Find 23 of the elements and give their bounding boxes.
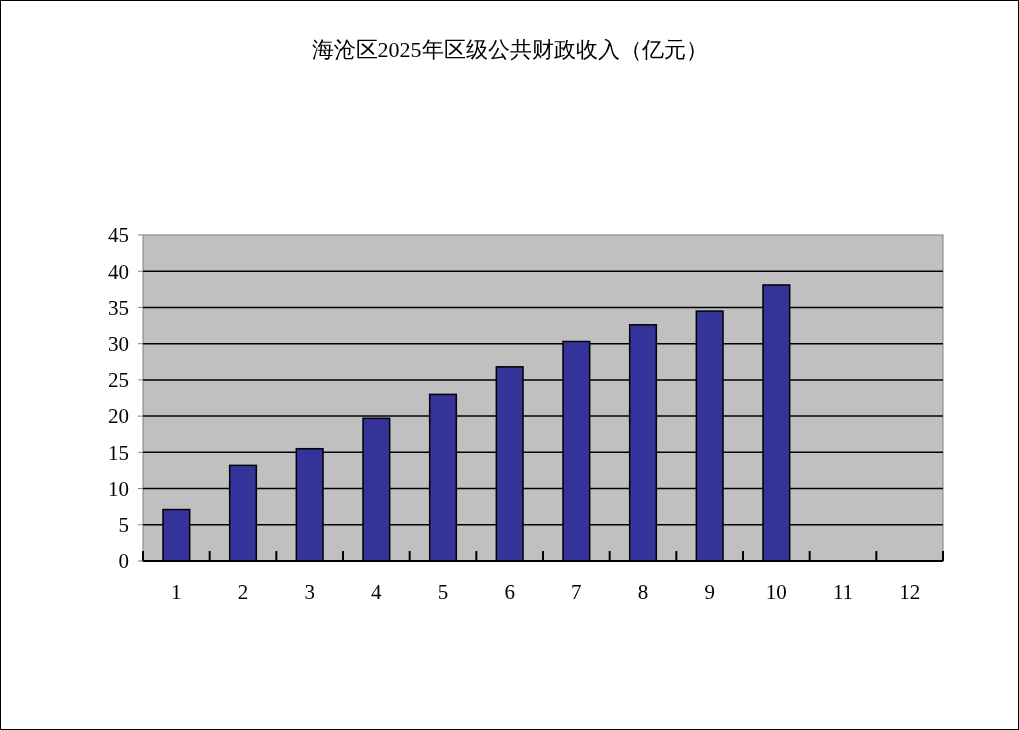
x-tick-label: 12 (899, 580, 921, 604)
y-tick-label: 0 (118, 549, 129, 574)
x-tick-label: 10 (765, 580, 787, 604)
x-tick-label: 1 (171, 580, 182, 604)
x-tick-label: 2 (237, 580, 249, 604)
chart-title: 海沧区2025年区级公共财政收入（亿元） (311, 37, 708, 62)
y-tick-label: 25 (108, 368, 129, 393)
x-tick-label: 9 (704, 580, 715, 604)
y-tick-label: 35 (108, 295, 129, 320)
x-tick-label: 11 (832, 580, 854, 604)
x-tick-label: 8 (637, 580, 649, 604)
x-tick-label: 7 (571, 580, 582, 604)
y-tick-label: 45 (108, 223, 129, 248)
x-tick-label: 5 (437, 580, 449, 604)
y-tick-label: 30 (108, 332, 129, 357)
x-tick-label: 3 (304, 580, 315, 604)
x-tick-label: 6 (504, 580, 515, 604)
y-tick-label: 10 (108, 476, 129, 501)
x-tick-label: 4 (371, 580, 383, 604)
y-tick-label: 15 (108, 440, 129, 465)
y-tick-label: 40 (108, 259, 129, 284)
y-tick-label: 5 (118, 513, 129, 538)
y-tick-label: 20 (108, 404, 129, 429)
